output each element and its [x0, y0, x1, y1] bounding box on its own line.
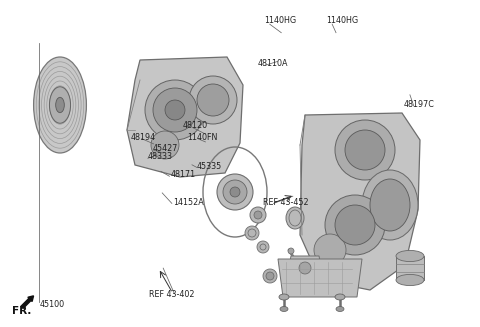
- Text: 1140HG: 1140HG: [326, 16, 359, 25]
- Ellipse shape: [189, 76, 237, 124]
- Text: REF 43-402: REF 43-402: [149, 290, 194, 299]
- Ellipse shape: [396, 250, 424, 262]
- Text: 1140FN: 1140FN: [187, 133, 217, 142]
- Text: 1140HG: 1140HG: [264, 16, 296, 25]
- Polygon shape: [300, 113, 420, 290]
- Text: 48194: 48194: [131, 133, 156, 142]
- Circle shape: [257, 241, 269, 253]
- Polygon shape: [278, 259, 362, 297]
- Ellipse shape: [165, 100, 185, 120]
- Ellipse shape: [280, 306, 288, 312]
- Text: 14152A: 14152A: [173, 198, 204, 207]
- FancyArrow shape: [21, 296, 34, 308]
- Circle shape: [223, 180, 247, 204]
- Circle shape: [250, 207, 266, 223]
- Text: 48171: 48171: [170, 170, 195, 180]
- Ellipse shape: [286, 207, 304, 229]
- Text: 48120: 48120: [182, 121, 207, 130]
- Text: REF 43-452: REF 43-452: [263, 198, 308, 207]
- Text: 45335: 45335: [197, 162, 222, 171]
- Circle shape: [299, 262, 311, 274]
- Polygon shape: [127, 57, 243, 177]
- Ellipse shape: [279, 294, 289, 300]
- Ellipse shape: [336, 306, 344, 312]
- Circle shape: [254, 211, 262, 219]
- Circle shape: [217, 174, 253, 210]
- Ellipse shape: [56, 97, 64, 113]
- Ellipse shape: [370, 179, 410, 231]
- Ellipse shape: [314, 234, 346, 266]
- Text: 48197C: 48197C: [403, 100, 434, 109]
- Circle shape: [263, 269, 277, 283]
- Ellipse shape: [153, 88, 197, 132]
- Ellipse shape: [34, 57, 86, 153]
- Circle shape: [266, 272, 274, 280]
- Ellipse shape: [151, 131, 179, 159]
- Ellipse shape: [197, 84, 229, 116]
- Ellipse shape: [396, 274, 424, 285]
- Text: FR.: FR.: [12, 306, 31, 316]
- Text: 45100: 45100: [39, 300, 64, 309]
- Polygon shape: [396, 256, 424, 280]
- Text: 48333: 48333: [148, 152, 173, 162]
- Ellipse shape: [49, 87, 71, 123]
- Circle shape: [335, 205, 375, 245]
- Circle shape: [245, 226, 259, 240]
- Circle shape: [325, 195, 385, 255]
- Polygon shape: [289, 256, 321, 280]
- Ellipse shape: [335, 294, 345, 300]
- Ellipse shape: [145, 80, 205, 140]
- Circle shape: [230, 187, 240, 197]
- Text: 45427: 45427: [153, 144, 178, 153]
- Ellipse shape: [362, 170, 418, 240]
- Ellipse shape: [335, 120, 395, 180]
- Text: 48110A: 48110A: [257, 59, 288, 68]
- Circle shape: [288, 248, 294, 254]
- Ellipse shape: [345, 130, 385, 170]
